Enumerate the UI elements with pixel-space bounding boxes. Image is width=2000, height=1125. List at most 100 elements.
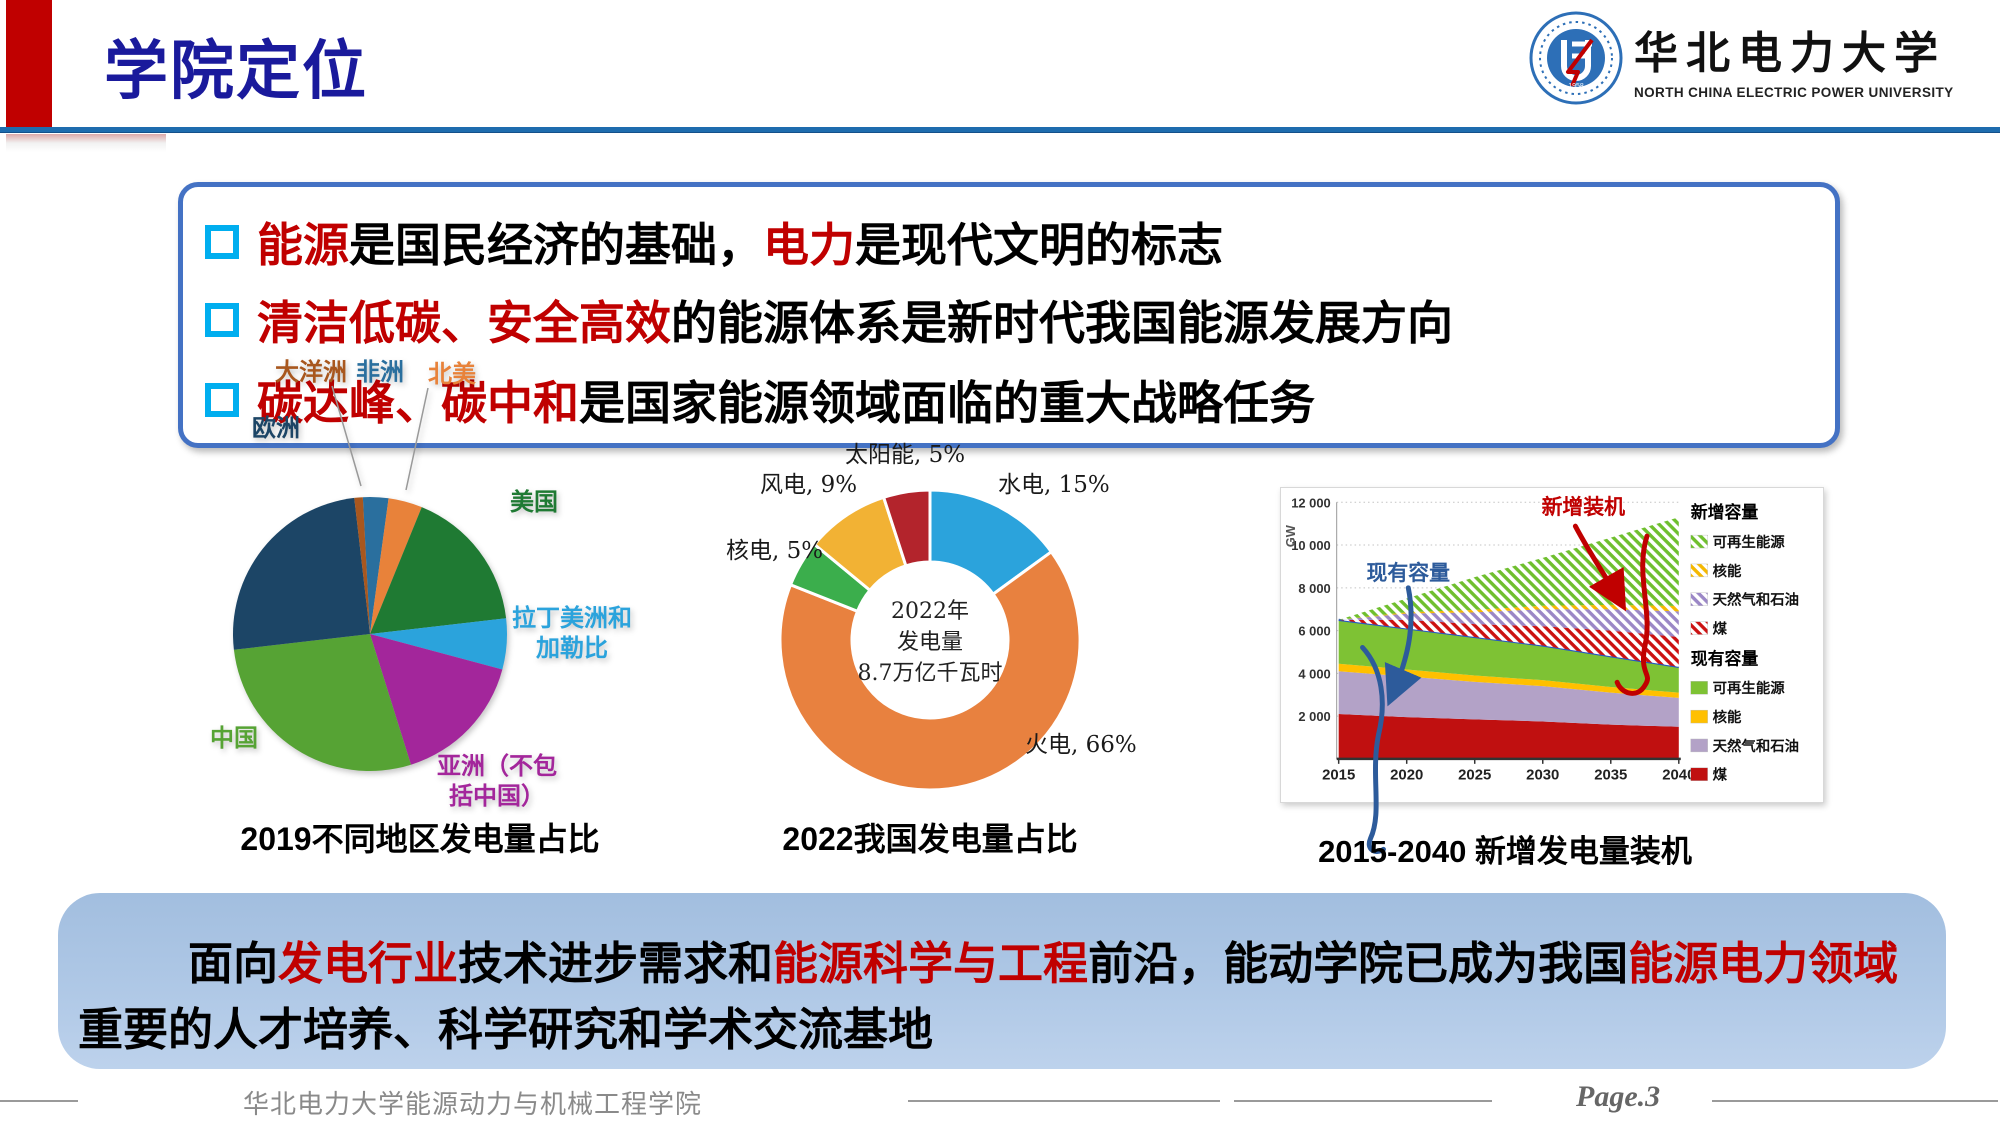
header-red-bar [6,0,52,127]
y-tick-label: 2 000 [1298,709,1330,724]
bullet-text-3: 碳达峰、碳中和是国家能源领域面临的重大战略任务 [257,367,1315,433]
legend-swatch [1690,621,1708,635]
text-segment: 是国民经济的基础， [349,219,763,271]
square-bullet-icon [205,303,239,337]
pie-slice-1 [370,498,422,634]
pie-slice-7 [354,497,370,634]
pie-label-5: 中国 [210,725,258,752]
legend-item-label: 天然气和石油 [1713,591,1799,609]
annotation-arrow [1572,523,1627,612]
y-tick-label: 8 000 [1298,581,1330,596]
leader-line [405,387,429,491]
annotation-arrow [1614,533,1650,696]
y-tick-label: 12 000 [1291,495,1330,510]
annotation-existing-capacity: 现有容量 [1367,561,1451,585]
donut-chart-2022-caption: 2022我国发电量占比 [782,821,1078,857]
pie-label-4: 括中国） [449,783,545,810]
footer-rule-right [1712,1100,1998,1102]
footer-department: 华北电力大学能源动力与机械工程学院 [243,1089,703,1119]
donut-center-text: 2022年 [891,599,969,624]
area-chart-2015-2040: 12 000 10 000 8 000 6 000 4 000 2 000 GW 2015 20… [1283,495,1799,854]
text-segment: 是国家能源领域面临的重大战略任务 [579,377,1315,429]
x-tick-label: 2040 [1662,768,1695,784]
pie-label-3: 加勒比 [536,635,608,662]
text-segment: 能源电力领域 [1628,938,1899,989]
annotation-new-capacity: 新增装机 [1542,495,1626,519]
area-series-4 [1338,619,1679,667]
university-logo-text: 华北电力大学 NORTH CHINA ELECTRIC POWER UNIVER… [1634,17,1954,100]
donut-label-2: 核电, 5% [726,538,823,564]
legend-item-label: 煤 [1713,767,1728,784]
donut-slice-4 [881,488,932,568]
summary-line-1: 面向发电行业技术进步需求和能源科学与工程前沿，能动学院已成为我国能源电力领域 [78,927,1898,992]
pie-label-7: 大洋洲 [275,358,347,386]
text-segment: 发电行业 [278,938,459,989]
legend-swatch [1690,681,1708,695]
area-chart-panel: 12 000 10 000 8 000 6 000 4 000 2 000 GW 2015 20… [1280,487,1824,854]
pie-slice-4 [370,634,503,765]
key-points-box: 能源是国民经济的基础，电力是现代文明的标志 清洁低碳、安全高效的能源体系是新时代… [178,182,1840,448]
legend-item-label: 核能 [1713,708,1742,726]
university-name-en: NORTH CHINA ELECTRIC POWER UNIVERSITY [1634,84,1954,100]
university-name-cn: 华北电力大学 [1634,27,1946,79]
text-segment: 能源 [257,219,349,271]
page-title: 学院定位 [104,35,368,107]
text-segment: 面向 [188,938,279,989]
x-tick-label: 2015 [1322,768,1355,784]
header-divider-line [0,127,2000,133]
donut-center-text: 发电量 [897,630,963,655]
area-series-3 [1338,619,1679,693]
university-logo: 1958 华北电力大学 NORTH CHINA ELECTRIC POWER U… [1528,6,1993,110]
pie-label-6: 欧洲 [252,414,300,442]
area-series-0 [1338,713,1679,759]
pie-label-1: 北美 [428,360,476,388]
y-tick-label: 10 000 [1291,538,1330,553]
legend-swatch [1690,767,1708,781]
y-tick-label: 6 000 [1298,624,1330,639]
x-tick-label: 2020 [1390,768,1423,784]
text-segment: 碳达峰、碳中和 [257,377,579,429]
donut-label-4: 太阳能, 5% [845,442,965,468]
donut-label-1: 火电, 66% [1025,732,1137,758]
text-segment: 电力 [763,219,855,271]
donut-label-0: 水电, 15% [998,472,1110,498]
pie-slice-2 [370,507,507,634]
text-segment: 清洁低碳、安全高效 [257,297,671,349]
legend-item-label: 核能 [1713,562,1742,580]
text-segment: 重要的人才培养、科学研究和学术交流基地 [78,1004,934,1055]
pie-label-4: 亚洲（不包 [437,752,557,780]
legend-item-label: 可再生能源 [1713,679,1786,697]
x-tick-label: 2025 [1458,768,1491,784]
pie-label-0: 非洲 [356,359,404,386]
existing-capacity-line [1338,618,1679,669]
legend-item-label: 可再生能源 [1713,533,1786,551]
legend-item-label: 天然气和石油 [1713,737,1799,755]
bullet-row-3: 碳达峰、碳中和是国家能源领域面临的重大战略任务 [205,375,1315,429]
bullet-text-1: 能源是国民经济的基础，电力是现代文明的标志 [257,209,1223,275]
pie-chart-2019-caption: 2019不同地区发电量占比 [240,821,600,857]
footer-rule-left [0,1100,78,1102]
legend-swatch [1690,709,1708,724]
text-segment: 能源科学与工程 [773,938,1089,989]
annotation-arrow [1384,585,1422,707]
text-segment: 前沿，能动学院已成为我国 [1088,938,1629,989]
x-tick-label: 2035 [1594,768,1627,784]
bullet-text-2: 清洁低碳、安全高效的能源体系是新时代我国能源发展方向 [257,287,1453,353]
donut-chart-2022-generation: 太阳能, 5% 风电, 9% 核电, 5% 水电, 15% 火电, 66% 2022年发电… [726,442,1137,792]
pie-label-3: 拉丁美洲和 [512,604,632,632]
leader-line [331,385,362,487]
legend-swatch [1690,534,1708,549]
legend-group-header: 新增容量 [1691,502,1759,522]
footer-rule-mid1 [908,1100,1220,1102]
summary-line-2: 重要的人才培养、科学研究和学术交流基地 [78,993,933,1058]
header-reflection [6,134,166,152]
pie-slice-0 [362,497,389,634]
y-axis-label: GW [1283,524,1298,547]
donut-center-text: 8.7万亿千瓦时 [858,661,1003,686]
pie-slice-6 [233,497,370,650]
pie-label-2: 美国 [510,488,558,516]
legend-swatch [1690,563,1708,578]
bullet-row-2: 清洁低碳、安全高效的能源体系是新时代我国能源发展方向 [205,295,1453,349]
